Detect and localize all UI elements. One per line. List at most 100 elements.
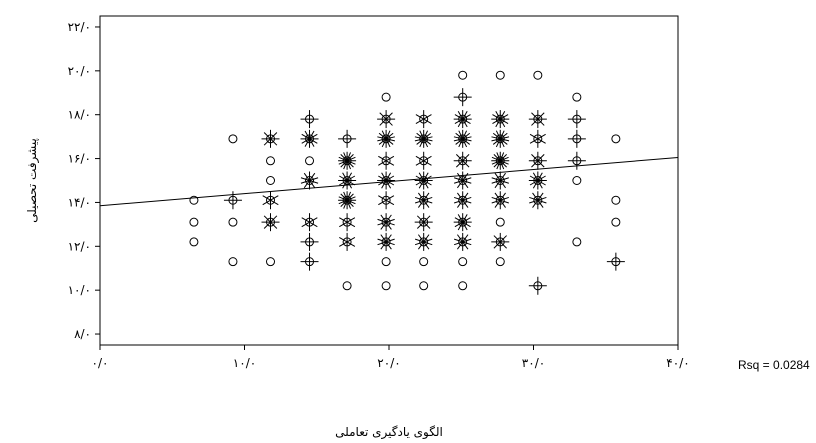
data-point: [611, 195, 621, 205]
data-point: [338, 151, 357, 170]
data-point: [266, 176, 276, 185]
y-tick-label: ۱۸/۰: [68, 108, 91, 122]
data-point: [458, 70, 468, 80]
data-point: [491, 171, 509, 190]
data-point: [528, 151, 547, 170]
data-point: [228, 134, 238, 144]
y-tick-label: ۱۶/۰: [68, 152, 91, 166]
y-tick-label: ۱۴/۰: [68, 195, 91, 209]
data-point: [300, 110, 319, 129]
data-point: [495, 257, 505, 267]
data-point: [453, 88, 472, 107]
data-point: [189, 217, 199, 227]
y-tick-label: ۸/۰: [74, 327, 91, 341]
x-tick-label: ۴۰/۰: [666, 356, 689, 370]
data-point: [414, 171, 433, 190]
data-point: [453, 213, 472, 232]
data-point: [453, 151, 472, 170]
data-point: [572, 237, 582, 247]
data-point: [533, 70, 543, 80]
y-tick-label: ۲۲/۰: [68, 20, 91, 34]
x-axis: ۰/۰ ۱۰/۰ ۲۰/۰ ۳۰/۰ ۴۰/۰: [92, 345, 690, 370]
data-point: [491, 232, 510, 251]
data-point: [301, 213, 318, 232]
y-tick-label: ۱۰/۰: [68, 283, 91, 297]
data-point: [453, 110, 472, 129]
data-point: [415, 110, 432, 129]
y-tick-label: ۱۲/۰: [68, 239, 91, 253]
data-point: [261, 129, 280, 148]
data-point: [529, 129, 546, 148]
data-point: [414, 232, 433, 251]
data-point: [572, 92, 582, 102]
data-point: [378, 191, 395, 210]
data-point: [415, 151, 432, 170]
data-point: [567, 110, 586, 129]
data-point: [414, 129, 433, 148]
data-point: [300, 171, 319, 190]
x-tick-label: ۳۰/۰: [522, 356, 545, 370]
data-point: [266, 257, 276, 267]
data-point: [339, 232, 356, 251]
regression-line: [99, 156, 679, 207]
data-point: [528, 110, 547, 129]
data-point: [266, 156, 276, 166]
data-point: [611, 217, 621, 227]
data-point: [339, 213, 356, 232]
x-tick-label: ۰/۰: [92, 356, 109, 370]
y-tick-label: ۲۰/۰: [68, 64, 91, 78]
data-point: [491, 151, 510, 170]
data-point: [491, 129, 510, 148]
data-point: [611, 134, 621, 144]
data-point: [458, 281, 468, 291]
data-point: [377, 129, 395, 148]
data-point: [381, 257, 391, 267]
x-tick-label: ۱۰/۰: [233, 356, 256, 370]
data-point: [342, 281, 352, 291]
data-point: [338, 191, 357, 210]
x-axis-title: الگوی یادگیری تعاملی: [335, 425, 443, 440]
data-point: [228, 217, 238, 227]
data-point: [381, 281, 391, 291]
data-point: [453, 232, 472, 251]
data-point: [377, 110, 396, 129]
y-axis: ۸/۰ ۱۰/۰ ۱۲/۰ ۱۴/۰ ۱۶/۰ ۱۸/۰ ۲۰/۰ ۲۲/۰: [68, 20, 100, 341]
data-point: [453, 129, 472, 148]
data-point: [567, 129, 586, 148]
data-point: [300, 252, 319, 271]
data-points: [189, 70, 625, 295]
y-axis-title: پیشرفت تحصیلی: [25, 138, 40, 223]
data-point: [453, 191, 472, 210]
data-point: [228, 257, 238, 267]
data-point: [491, 191, 509, 210]
data-point: [305, 156, 315, 166]
data-point: [377, 171, 396, 190]
data-point: [262, 191, 279, 210]
data-point: [381, 92, 391, 102]
data-point: [300, 232, 319, 251]
data-point: [377, 232, 395, 251]
data-point: [528, 276, 547, 295]
data-point: [606, 252, 625, 271]
data-point: [189, 195, 199, 205]
data-point: [378, 151, 395, 170]
data-point: [419, 257, 429, 267]
data-point: [223, 191, 242, 210]
data-point: [567, 151, 586, 170]
data-point: [453, 171, 472, 190]
data-point: [414, 213, 433, 232]
rsq-label: Rsq = 0.0284: [738, 358, 810, 372]
data-point: [414, 191, 433, 210]
data-point: [338, 171, 357, 190]
data-point: [528, 171, 547, 190]
data-point: [189, 237, 199, 247]
data-point: [572, 176, 582, 185]
data-point: [377, 213, 395, 232]
data-point: [419, 281, 429, 291]
data-point: [495, 70, 505, 80]
data-point: [300, 129, 319, 148]
x-tick-label: ۲۰/۰: [377, 356, 400, 370]
data-point: [261, 213, 280, 232]
data-point: [529, 191, 547, 210]
